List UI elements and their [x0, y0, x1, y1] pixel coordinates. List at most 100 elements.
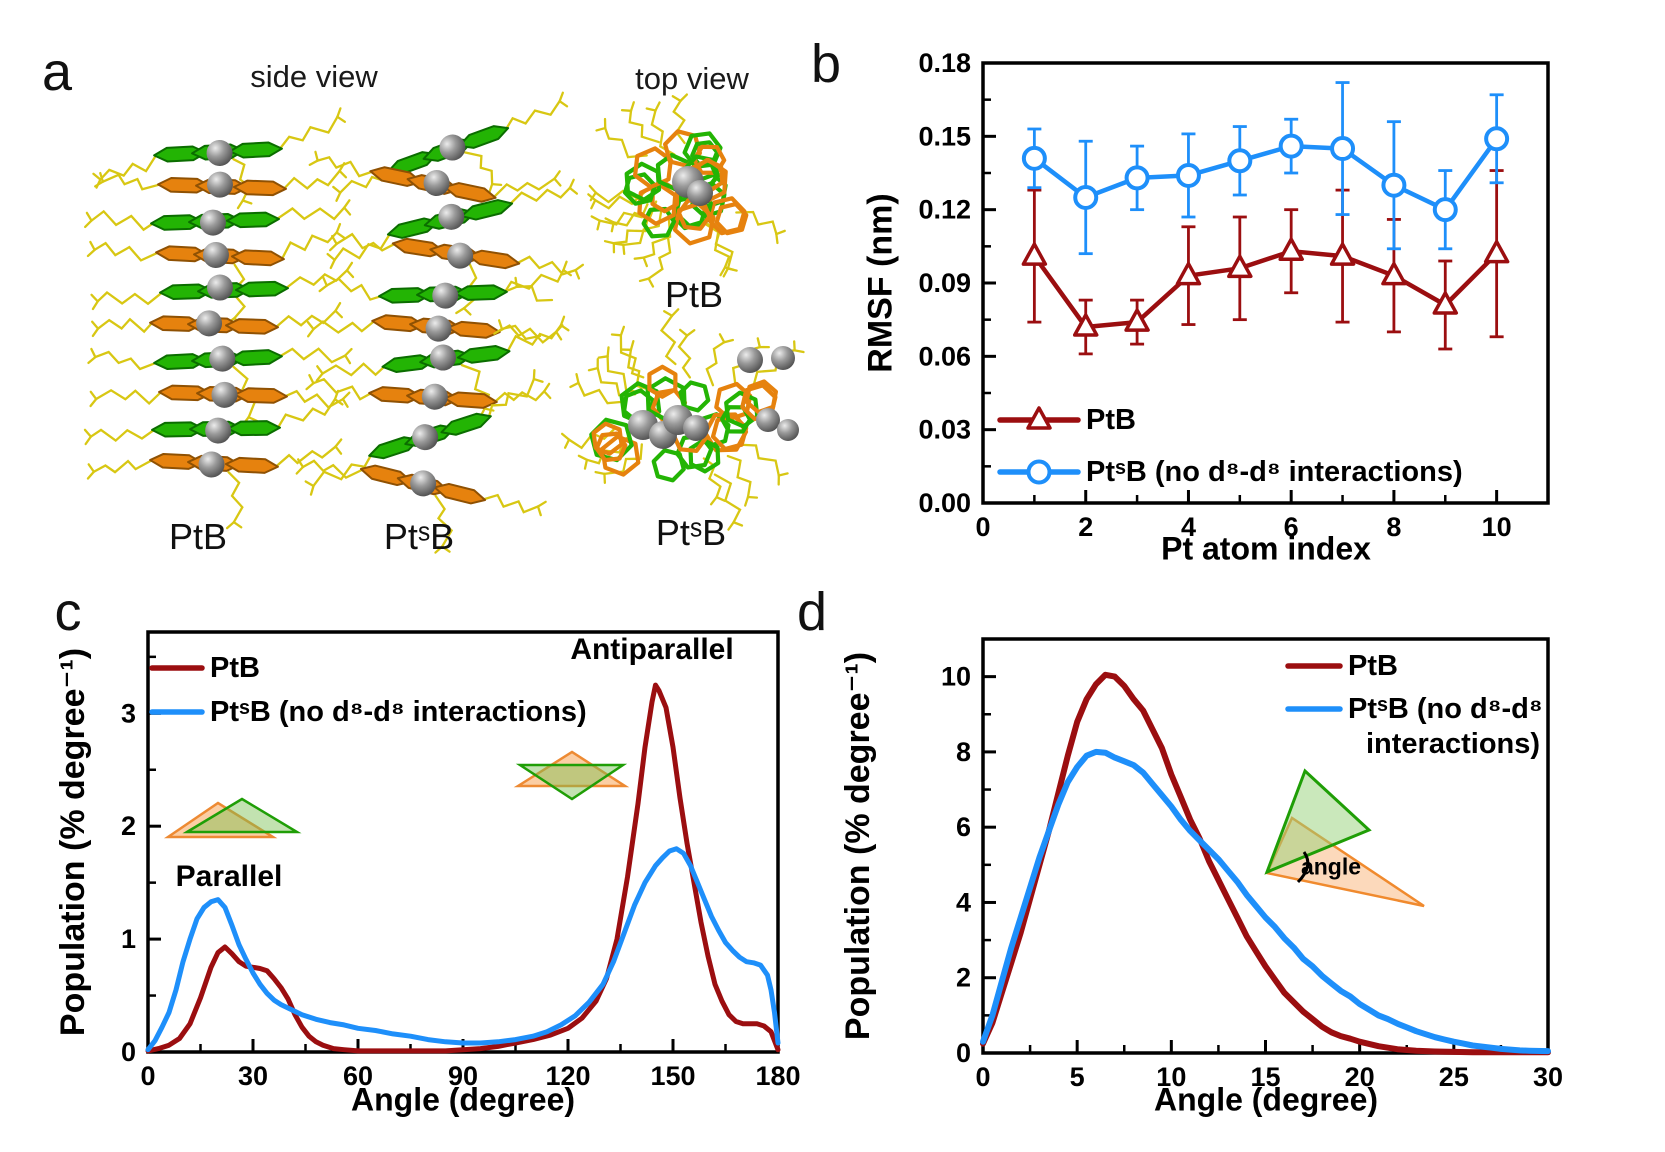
alkyl-branch	[558, 100, 569, 108]
parallel-green-triangle	[182, 797, 302, 834]
alkyl-branch	[595, 126, 607, 132]
alkyl-branch	[596, 219, 601, 231]
alkyl-branch	[732, 521, 744, 527]
alkyl-branch	[589, 191, 597, 202]
pt-atom-sphere	[425, 315, 452, 342]
alkyl-branch	[338, 169, 348, 179]
circle-marker	[1175, 162, 1201, 188]
plot-frame	[146, 630, 780, 1054]
circle-marker	[1021, 145, 1047, 171]
pt-atom-sphere	[421, 383, 448, 410]
alkyl-chain	[515, 285, 554, 302]
antiparallel-annotation: Antiparallel	[570, 633, 734, 666]
alkyl-chain	[577, 381, 626, 405]
alkyl-branch	[83, 219, 93, 229]
alkyl-branch	[543, 382, 551, 393]
pt-atom-sphere	[412, 424, 439, 451]
pt-atom-sphere	[202, 241, 229, 268]
alkyl-branch	[563, 438, 571, 449]
triangle-marker	[1227, 254, 1253, 279]
series-curve-0	[145, 682, 781, 1054]
triangle-marker	[1026, 406, 1052, 430]
triangle-marker	[1329, 242, 1356, 266]
x-tick-label: 4	[1181, 512, 1196, 542]
triangle-marker	[1432, 291, 1459, 315]
alkyl-branch	[793, 349, 805, 354]
alkyl-branch	[335, 222, 342, 234]
angle-green-triangle	[1264, 768, 1372, 875]
alkyl-branch	[305, 382, 315, 391]
chart-d-xaxis-title: Angle (degree)	[1153, 1081, 1379, 1118]
pt-atom-sphere	[198, 451, 225, 478]
molecule-plate-ring	[368, 386, 423, 404]
chart-c-yaxis-title: Population (% degree⁻¹)	[54, 647, 92, 1037]
y-tick-label: 0.06	[918, 341, 971, 371]
alkyl-chain	[312, 454, 373, 488]
parallel-annotation: Parallel	[175, 860, 283, 893]
alkyl-chain	[677, 334, 692, 379]
alkyl-chain	[503, 268, 565, 293]
triangle-marker	[1483, 239, 1510, 264]
alkyl-branch	[597, 355, 609, 359]
molecule-plate-ring	[224, 318, 279, 335]
top-view-ring	[714, 202, 749, 236]
y-tick-label: 0.12	[918, 195, 971, 225]
legend-label: PtˢB (no d⁸-d⁸	[1348, 693, 1543, 725]
alkyl-chain	[598, 203, 649, 226]
molecule-plate-ring	[369, 166, 423, 187]
y-tick-label: 0	[121, 1037, 136, 1067]
legend-label: interactions)	[1366, 728, 1540, 760]
alkyl-branch	[718, 333, 726, 344]
molecule-plate-ring	[224, 456, 279, 474]
alkyl-branch	[92, 172, 102, 181]
alkyl-chain	[94, 350, 158, 371]
alkyl-branch	[99, 171, 105, 183]
alkyl-branch	[345, 261, 354, 272]
alkyl-branch	[89, 390, 98, 401]
pt-atom-sphere	[687, 180, 713, 206]
alkyl-branch	[343, 206, 352, 216]
alkyl-branch	[560, 432, 571, 441]
molecule-layer	[94, 162, 348, 198]
panel-letter-b: b	[810, 34, 842, 94]
alkyl-branch	[715, 496, 726, 502]
alkyl-chain	[312, 319, 376, 334]
alkyl-branch	[83, 428, 93, 438]
top-view-ring	[641, 206, 677, 239]
circle-marker	[1330, 136, 1356, 162]
alkyl-chain	[274, 309, 337, 329]
alkyl-chain	[276, 398, 337, 429]
alkyl-branch	[543, 390, 552, 400]
alkyl-branch	[606, 346, 610, 358]
alkyl-branch	[679, 93, 689, 103]
alkyl-branch	[322, 276, 328, 287]
y-tick-label: 1	[121, 924, 136, 954]
circle-marker	[1278, 133, 1304, 159]
triangle-marker	[1021, 242, 1048, 266]
alkyl-branch	[587, 193, 597, 202]
alkyl-branch	[629, 101, 635, 112]
alkyl-chain	[705, 223, 731, 269]
top-view-ring	[651, 448, 686, 483]
alkyl-branch	[678, 328, 689, 337]
alkyl-chain	[647, 234, 672, 280]
alkyl-chain	[500, 324, 542, 341]
alkyl-chain	[282, 169, 341, 190]
x-tick-label: 0	[975, 512, 990, 542]
alkyl-chain	[506, 324, 563, 353]
alkyl-branch	[568, 178, 575, 190]
alkyl-branch	[336, 107, 342, 118]
pt-atom-sphere	[206, 140, 233, 167]
alkyl-branch	[562, 268, 572, 277]
alkyl-branch	[89, 240, 96, 252]
side-view-ptb-label: PtB	[168, 516, 228, 557]
alkyl-branch	[536, 505, 542, 517]
alkyl-branch	[333, 398, 344, 406]
alkyl-branch	[336, 115, 347, 123]
chart-d: 0 5 10 15 20 25 30 0 2 4 6 8 10 PtB PtˢB (no d⁸-d⁸inte…	[941, 637, 1563, 1092]
alkyl-branch	[590, 215, 601, 222]
alkyl-branch	[574, 263, 585, 272]
alkyl-chain	[705, 341, 726, 387]
alkyl-branch	[94, 180, 105, 188]
